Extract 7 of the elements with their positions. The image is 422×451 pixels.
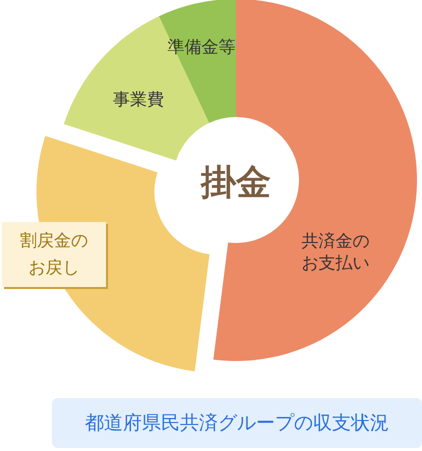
- caption-box: 都道府県民共済グループの収支状況: [52, 398, 422, 448]
- slice-label: 割戻金のお戻し: [20, 230, 88, 280]
- slice-label: 準備金等: [167, 37, 236, 58]
- slice-label: 共済金のお支払い: [302, 231, 370, 274]
- slice-label: 事業費: [113, 90, 164, 110]
- text: 掛金: [200, 163, 271, 203]
- label-box: 割戻金のお戻し: [2, 222, 106, 287]
